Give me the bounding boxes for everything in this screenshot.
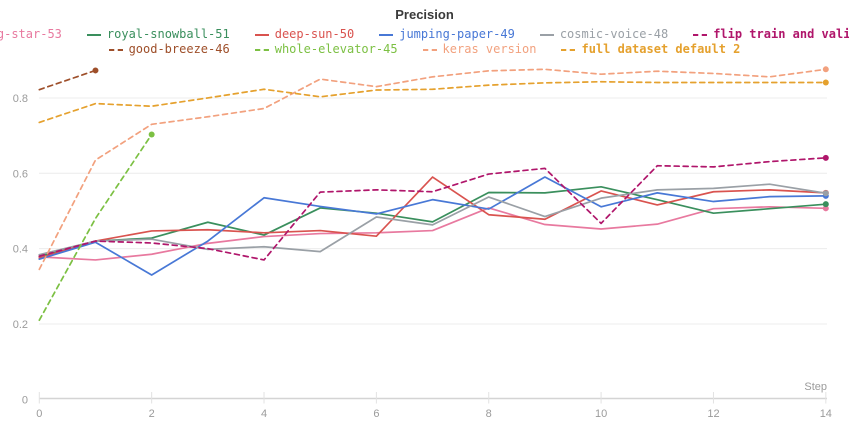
x-tick-label: 10 [595,408,607,420]
legend-row-2: good-breeze-46 whole-elevator-45 keras ver… [0,42,849,56]
y-tick-label: 0.6 [13,168,28,180]
x-tick-label: 14 [820,408,832,420]
legend-item-whole-elevator-45[interactable]: whole-elevator-45 [254,42,398,56]
series-line-whole-elevator-45[interactable] [38,133,153,322]
line-swatch-icon [561,48,576,51]
legend-row-1: spring-star-53 royal-snowball-51 deep-sun-… [0,27,849,41]
x-tick-label: 6 [373,408,379,420]
series-line-deep-sun-50[interactable] [38,176,827,259]
x-tick-label: 2 [149,408,155,420]
legend-label: keras version [442,42,537,56]
series-line-cosmic-voice-48[interactable] [38,183,827,256]
line-swatch-icon [379,33,394,36]
legend-label: royal-snowball-51 [106,27,230,41]
x-tick-label: 0 [36,408,42,420]
series-endpoint-flip-train-and-valid-sample[interactable] [822,154,829,161]
x-tick-label: 12 [707,408,719,420]
series-line-flip-train-and-valid-sample[interactable] [38,156,827,261]
series-endpoint-spring-star-53[interactable] [822,205,829,212]
legend-item-spring-star-53[interactable]: spring-star-53 [0,27,62,41]
series-line-good-breeze-46[interactable] [38,69,97,91]
legend-label: good-breeze-46 [128,42,230,56]
legend-label: jumping-paper-49 [399,27,515,41]
y-tick-label: 0.4 [13,244,28,256]
legend-label: whole-elevator-45 [274,42,398,56]
legend-item-cosmic-voice-48[interactable]: cosmic-voice-48 [539,27,669,41]
legend-label: flip train and valid sample [713,27,849,41]
legend-item-flip-train-and-valid-sample[interactable]: flip train and valid sample [693,27,849,41]
legend-item-good-breeze-46[interactable]: good-breeze-46 [108,42,230,56]
line-swatch-icon [254,48,269,51]
line-swatch-icon [422,48,437,51]
legend-item-keras-version[interactable]: keras version [422,42,537,56]
legend-label: spring-star-53 [0,27,62,41]
x-axis-label: Step [804,381,827,393]
line-swatch-icon [108,48,123,51]
legend-item-deep-sun-50[interactable]: deep-sun-50 [254,27,355,41]
series-endpoint-good-breeze-46[interactable] [92,67,99,74]
x-tick-label: 8 [486,408,492,420]
x-tick-label: 4 [261,408,267,420]
series-endpoint-keras-version[interactable] [822,66,829,73]
legend-label: cosmic-voice-48 [559,27,669,41]
series-endpoint-whole-elevator-45[interactable] [148,131,155,138]
line-swatch-icon [254,33,269,36]
line-swatch-icon [86,33,101,36]
y-tick-label: 0 [22,394,28,406]
legend-item-jumping-paper-49[interactable]: jumping-paper-49 [379,27,515,41]
series-endpoint-royal-snowball-51[interactable] [822,201,829,208]
series-endpoint-full-dataset-default-2[interactable] [822,79,829,86]
series-line-spring-star-53[interactable] [38,205,827,261]
series-line-keras-version[interactable] [38,68,827,271]
line-swatch-icon [693,33,708,36]
legend-label: full dataset default 2 [581,42,741,56]
line-swatch-icon [539,33,554,36]
series-line-royal-snowball-51[interactable] [38,185,827,258]
legend-label: deep-sun-50 [274,27,355,41]
legend-item-royal-snowball-51[interactable]: royal-snowball-51 [86,27,230,41]
chart-title: Precision [395,7,454,22]
legend-item-full-dataset-default-2[interactable]: full dataset default 2 [561,42,740,56]
series-line-jumping-paper-49[interactable] [38,176,827,276]
y-tick-label: 0.2 [13,319,28,331]
series-line-full-dataset-default-2[interactable] [38,80,827,124]
series-endpoint-cosmic-voice-48[interactable] [822,190,829,197]
y-tick-label: 0.8 [13,93,28,105]
legend: spring-star-53 royal-snowball-51 deep-sun-… [0,27,849,57]
